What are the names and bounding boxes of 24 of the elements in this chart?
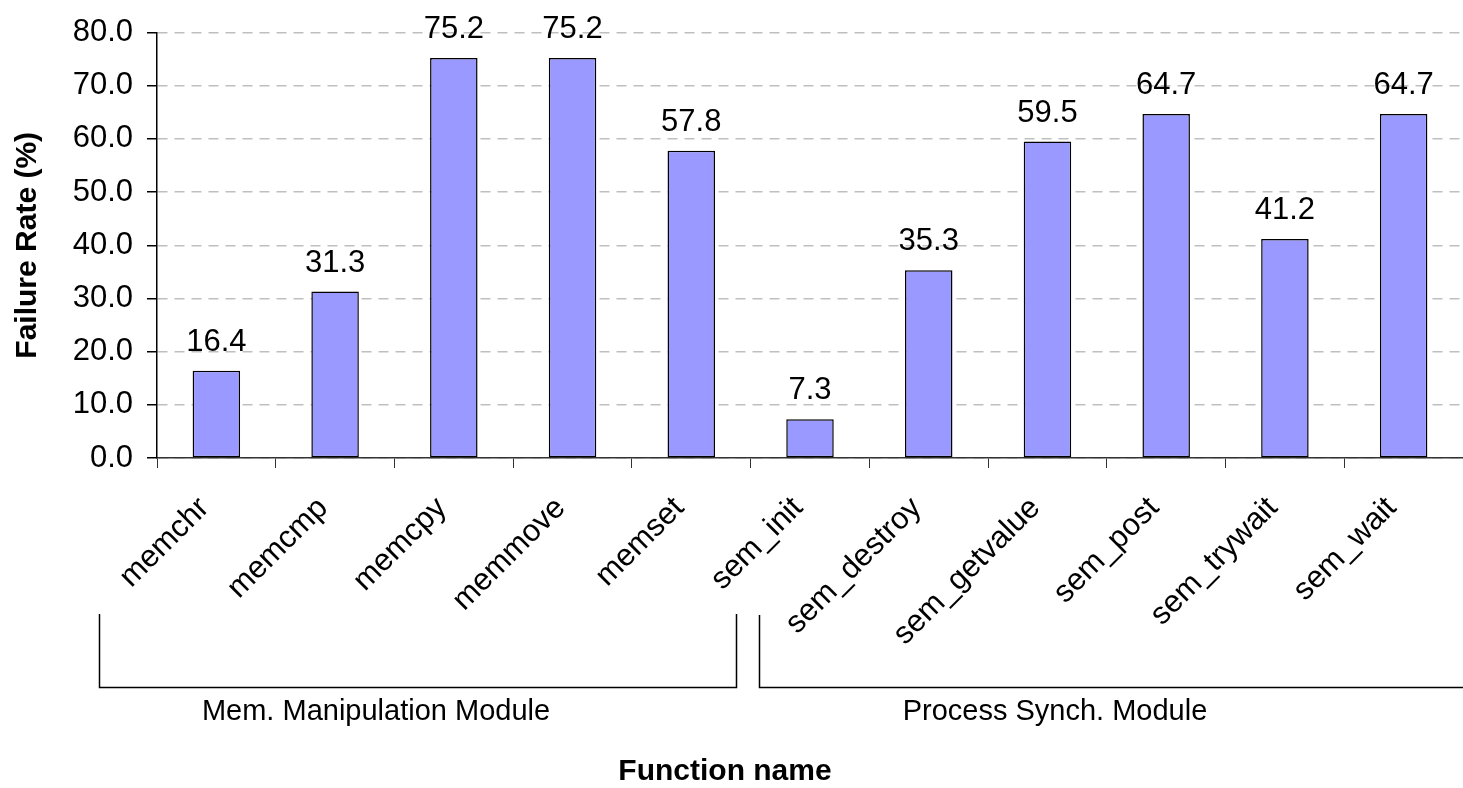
y-axis-title: Failure Rate (%) <box>9 131 43 359</box>
data-label: 75.2 <box>542 10 603 46</box>
y-tick-label: 30.0 <box>72 279 133 315</box>
data-label: 64.7 <box>1136 65 1197 101</box>
y-tick-label: 50.0 <box>72 172 133 208</box>
data-label: 7.3 <box>788 371 832 407</box>
y-tick-label: 70.0 <box>72 66 133 102</box>
data-label: 64.7 <box>1373 65 1434 101</box>
data-label: 35.3 <box>898 222 959 258</box>
data-label: 59.5 <box>1017 93 1078 129</box>
text: Mem. Manipulation Module <box>201 694 551 726</box>
data-label: 41.2 <box>1254 190 1316 226</box>
y-tick-label: 0.0 <box>89 438 133 474</box>
x-axis-title: Function name <box>618 753 832 787</box>
y-tick-label: 80.0 <box>72 13 133 49</box>
y-tick-label: 10.0 <box>72 385 133 421</box>
y-tick-label: 60.0 <box>72 119 133 155</box>
y-tick-label: 40.0 <box>72 225 133 261</box>
data-label: 16.4 <box>186 322 247 358</box>
y-tick-label: 20.0 <box>72 332 133 368</box>
data-label: 75.2 <box>423 10 484 46</box>
text: Process Synch. Module <box>902 694 1208 726</box>
data-label: 31.3 <box>304 243 366 279</box>
data-label: 57.8 <box>661 102 722 138</box>
